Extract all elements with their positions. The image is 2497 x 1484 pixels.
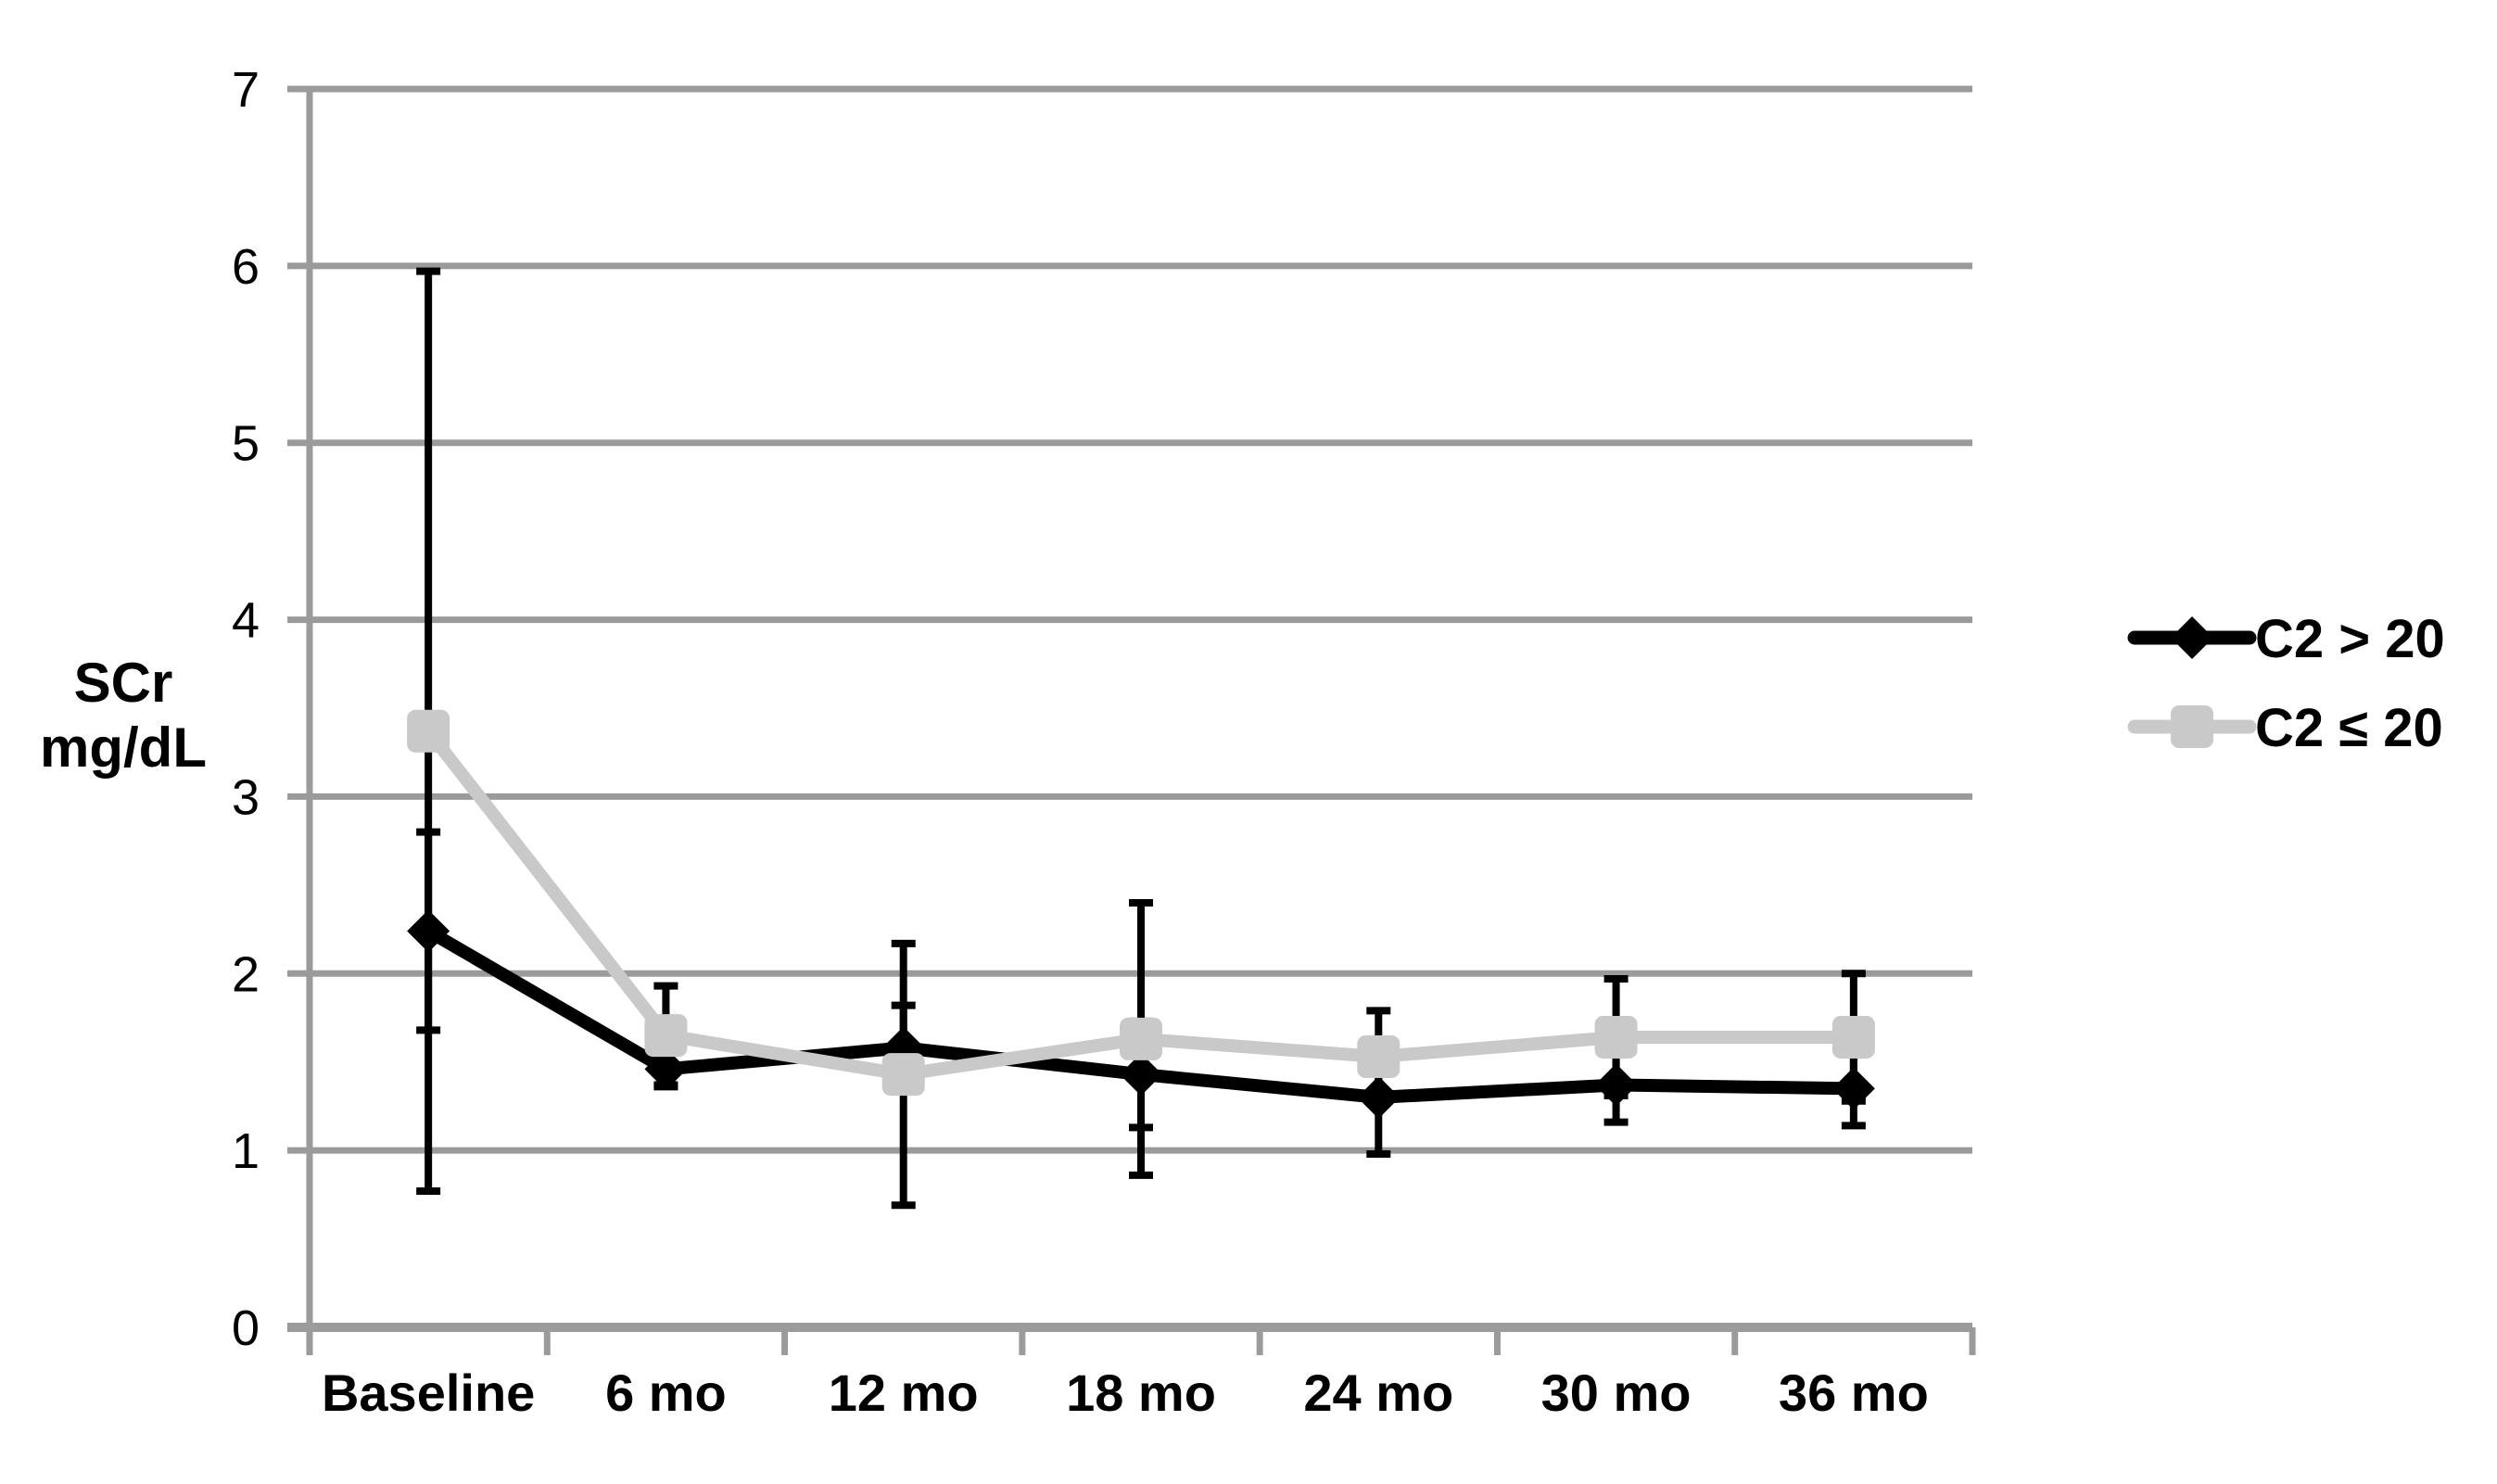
square-marker — [1120, 1017, 1162, 1060]
diamond-marker — [1594, 1063, 1638, 1107]
series-markers-0 — [407, 909, 1875, 1119]
diamond-marker — [407, 909, 450, 953]
legend-label: C2 > 20 — [2255, 609, 2445, 669]
y-tick-labels: 0 1 2 3 4 5 6 7 — [232, 62, 260, 1356]
y-tick-label: 7 — [232, 62, 260, 118]
x-category-label: 18 mo — [1066, 1364, 1216, 1422]
diamond-marker — [644, 1047, 688, 1091]
series-markers-1 — [407, 709, 1875, 1097]
gridlines — [287, 85, 1972, 1154]
x-category-labels: Baseline 6 mo 12 mo 18 mo 24 mo 30 mo 36 mo — [322, 1364, 1929, 1422]
legend-diamond-marker — [2171, 616, 2213, 659]
y-tick-label: 5 — [232, 416, 260, 472]
x-category-label: 36 mo — [1779, 1364, 1929, 1422]
x-category-label: 12 mo — [829, 1364, 979, 1422]
square-marker — [407, 709, 450, 753]
legend-label: C2 ≤ 20 — [2255, 698, 2443, 758]
y-tick-label: 6 — [232, 239, 260, 295]
legend-item: C2 ≤ 20 — [2127, 698, 2443, 758]
x-category-label: 24 mo — [1303, 1364, 1453, 1422]
y-tick-label: 0 — [232, 1300, 260, 1356]
legend-square-marker — [2171, 705, 2213, 748]
legend-item: C2 > 20 — [2127, 609, 2445, 669]
y-tick-label: 1 — [232, 1123, 260, 1179]
y-axis-title-line: SCr — [74, 652, 173, 714]
x-category-label: 30 mo — [1541, 1364, 1692, 1422]
y-tick-label: 3 — [232, 769, 260, 825]
square-marker — [644, 1014, 688, 1058]
square-marker — [881, 1053, 925, 1097]
y-tick-label: 2 — [232, 946, 260, 1002]
square-marker — [1594, 1015, 1638, 1059]
x-axis-ticks — [306, 1327, 1976, 1355]
y-axis-title-line: mg/dL — [40, 717, 207, 779]
legend: C2 > 20 C2 ≤ 20 — [2127, 609, 2445, 758]
diamond-marker — [1120, 1053, 1162, 1097]
square-marker — [1832, 1015, 1875, 1059]
x-category-label: 6 mo — [605, 1364, 727, 1422]
y-tick-label: 4 — [232, 593, 260, 649]
square-marker — [1357, 1034, 1401, 1078]
diamond-marker — [1832, 1067, 1875, 1110]
diamond-marker — [1357, 1075, 1401, 1119]
x-category-label: Baseline — [322, 1364, 535, 1422]
